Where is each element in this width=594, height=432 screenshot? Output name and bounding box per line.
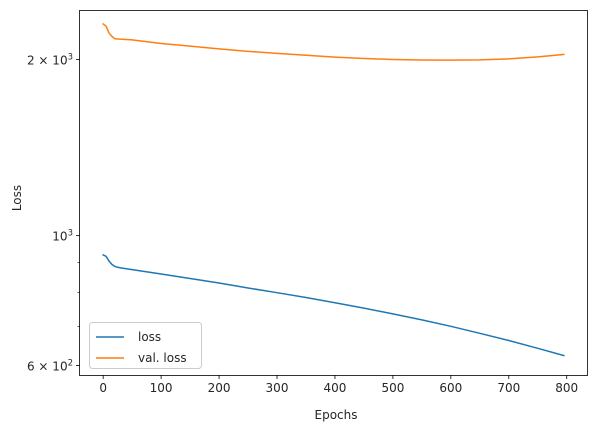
x-axis: 0 100 200 300 400 500 600 700 800: [99, 375, 578, 395]
x-tick-label: 400: [323, 381, 346, 395]
x-tick-label: 100: [150, 381, 173, 395]
y-tick-label: 6 × 102: [27, 359, 73, 374]
x-axis-label: Epochs: [315, 408, 358, 422]
legend: loss val. loss: [89, 322, 202, 369]
plot-lines: [102, 22, 565, 357]
legend-label-loss: loss: [138, 330, 161, 344]
legend-label-val-loss: val. loss: [138, 351, 187, 365]
series-line-loss: [102, 253, 565, 357]
y-tick-label: 2 × 103: [27, 52, 73, 67]
y-axis-label: Loss: [10, 185, 24, 211]
x-tick-label: 600: [439, 381, 462, 395]
y-axis: 6 × 102 103 2 × 103: [27, 52, 80, 374]
legend-box: [89, 322, 202, 369]
x-tick-label: 0: [99, 381, 107, 395]
x-tick-label: 200: [208, 381, 231, 395]
y-tick-label: 103: [52, 229, 73, 244]
series-line-val-loss: [102, 22, 565, 61]
x-tick-label: 300: [266, 381, 289, 395]
x-tick-label: 700: [497, 381, 520, 395]
plot-frame: [79, 10, 588, 376]
x-tick-label: 500: [381, 381, 404, 395]
x-tick-label: 800: [555, 381, 578, 395]
